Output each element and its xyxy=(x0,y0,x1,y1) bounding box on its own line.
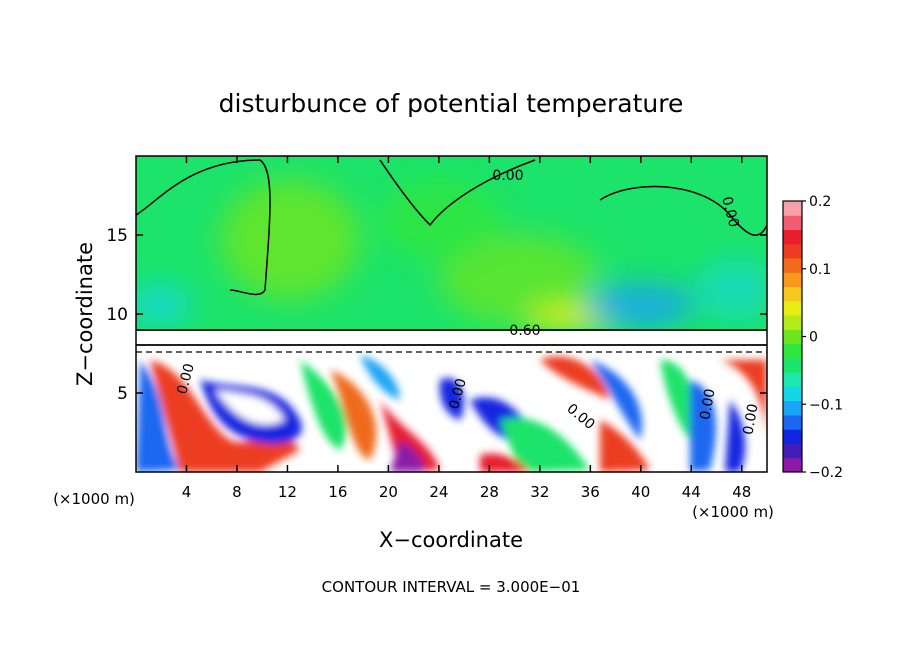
y-axis-ticks: 5 10 15 xyxy=(106,226,767,404)
x-tick-label: 4 xyxy=(182,483,192,501)
colorbar-swatch xyxy=(783,272,802,288)
x-tick-label: 16 xyxy=(328,483,347,501)
x-tick-label: 36 xyxy=(581,483,600,501)
x-unit-label: (×1000 m) xyxy=(692,503,774,521)
colorbar-swatch xyxy=(783,414,802,430)
contour-label: 0.00 xyxy=(740,403,761,436)
colorbar-tick-label: −0.1 xyxy=(809,397,843,413)
colorbar-tick-label: −0.2 xyxy=(809,465,843,481)
colorbar: 0.2 0.1 0 −0.1 −0.2 xyxy=(782,194,843,481)
colorbar-swatch xyxy=(783,286,802,302)
x-axis-ticks: 4 8 12 16 20 24 28 32 36 40 44 48 xyxy=(182,156,751,501)
colorbar-swatch xyxy=(783,201,802,216)
contour-label: 0.00 xyxy=(174,362,198,396)
x-tick-label: 40 xyxy=(631,483,650,501)
chart-title: disturbunce of potential temperature xyxy=(219,89,684,118)
colorbar-swatch xyxy=(783,229,802,245)
colorbar-swatch xyxy=(783,343,802,359)
contour-label: 0.00 xyxy=(446,377,470,411)
colorbar-swatch xyxy=(783,457,802,473)
contour-field xyxy=(136,156,767,472)
contour-label: 0.00 xyxy=(718,195,742,229)
contour-interval-note: CONTOUR INTERVAL = 3.000E−01 xyxy=(322,578,581,596)
colorbar-tick-label: 0 xyxy=(809,330,818,346)
colorbar-swatch xyxy=(783,372,802,387)
x-tick-label: 28 xyxy=(480,483,499,501)
colorbar-swatch xyxy=(783,300,802,316)
x-axis-label: X−coordinate xyxy=(379,528,523,552)
x-tick-label: 20 xyxy=(379,483,398,501)
contour-label: 0.00 xyxy=(492,168,523,184)
colorbar-swatch xyxy=(783,258,802,273)
z-unit-label: (×1000 m) xyxy=(53,490,135,508)
colorbar-swatch xyxy=(783,243,802,259)
x-tick-label: 32 xyxy=(530,483,549,501)
x-tick-label: 44 xyxy=(682,483,701,501)
x-tick-label: 24 xyxy=(429,483,448,501)
x-tick-label: 48 xyxy=(732,483,751,501)
colorbar-swatch xyxy=(783,429,802,444)
y-tick-label: 10 xyxy=(106,305,128,325)
colorbar-swatch xyxy=(783,329,802,345)
colorbar-swatch xyxy=(783,386,802,402)
colorbar-tick-label: 0.1 xyxy=(809,262,831,278)
y-tick-label: 15 xyxy=(106,226,128,246)
x-tick-label: 8 xyxy=(232,483,242,501)
y-tick-label: 5 xyxy=(117,384,128,404)
y-axis-label: Z−coordinate xyxy=(73,242,97,386)
colorbar-swatch xyxy=(783,215,802,231)
colorbar-swatch xyxy=(783,315,802,330)
colorbar-tick-label: 0.2 xyxy=(809,194,831,210)
colorbar-swatch xyxy=(783,357,802,373)
contour-label: 0.00 xyxy=(697,388,718,421)
contour-label: 0.60 xyxy=(509,323,540,339)
colorbar-swatch xyxy=(783,443,802,459)
x-tick-label: 12 xyxy=(278,483,297,501)
colorbar-swatch xyxy=(783,400,802,416)
